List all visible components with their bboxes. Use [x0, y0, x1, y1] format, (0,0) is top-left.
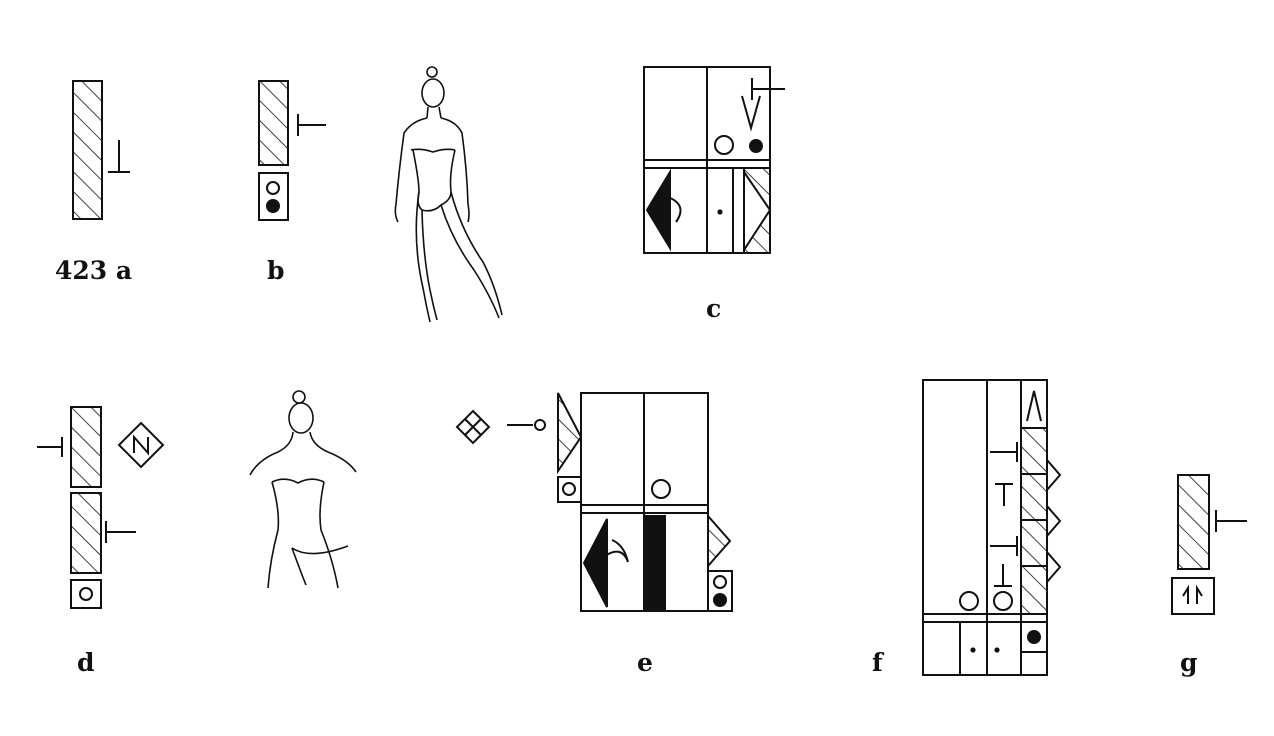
- hold-sign-icon: [297, 114, 326, 136]
- parallel-arrows-icon: [1182, 584, 1203, 604]
- label-f: f: [872, 648, 883, 677]
- dancer-torso-icon: [249, 390, 357, 589]
- hold-sign-icon: [990, 442, 1018, 462]
- hatched-staff-icon: [70, 406, 102, 488]
- triangle-icon: [741, 95, 761, 132]
- example-g: [1171, 474, 1247, 615]
- example-e: [455, 392, 733, 612]
- circle-icon: [266, 181, 280, 195]
- circle-icon: [651, 479, 671, 499]
- hold-sign-icon: [1215, 510, 1247, 532]
- label-b: b: [267, 256, 285, 285]
- example-c: [643, 66, 785, 254]
- dot-icon: [749, 139, 763, 153]
- hatched-staff-icon: [70, 492, 102, 574]
- label-c: c: [706, 294, 722, 323]
- diamond-sign-icon: [117, 421, 165, 469]
- hatched-staff-icon: [258, 80, 289, 166]
- dot-icon: [713, 593, 727, 607]
- triangle-icon: [1026, 390, 1042, 422]
- dot-icon: [266, 199, 280, 213]
- figure-number: 423: [55, 256, 108, 285]
- circle-icon: [713, 575, 727, 589]
- diamond-sign-icon: [455, 409, 491, 445]
- hold-sign-icon: [990, 536, 1018, 556]
- label-d: d: [77, 648, 95, 677]
- triangle-icon: [582, 518, 608, 608]
- hold-sign-icon: [751, 78, 785, 100]
- hold-sign-icon: [994, 564, 1012, 587]
- label-a-letter: a: [115, 256, 133, 285]
- example-b: [258, 80, 326, 221]
- circle-icon: [714, 135, 734, 155]
- circle-icon: [993, 591, 1013, 611]
- circle-icon: [562, 482, 576, 496]
- example-d: [37, 406, 165, 609]
- label-e: e: [637, 648, 653, 677]
- circle-icon: [959, 591, 979, 611]
- example-f: [922, 379, 1062, 676]
- dancer-figure-icon: [394, 66, 503, 323]
- hold-sign-icon: [37, 437, 63, 457]
- hold-sign-icon: [108, 140, 130, 173]
- label-a: 423 a: [55, 256, 132, 285]
- label-g: g: [1180, 648, 1198, 677]
- hold-sign-icon: [995, 483, 1013, 506]
- dot-icon: [1027, 630, 1041, 644]
- example-a: [72, 80, 130, 220]
- hatched-staff-icon: [1177, 474, 1210, 570]
- triangle-icon: [645, 168, 671, 252]
- circle-icon: [79, 587, 93, 601]
- hold-sign-icon: [105, 521, 136, 543]
- hatched-staff-icon: [72, 80, 103, 220]
